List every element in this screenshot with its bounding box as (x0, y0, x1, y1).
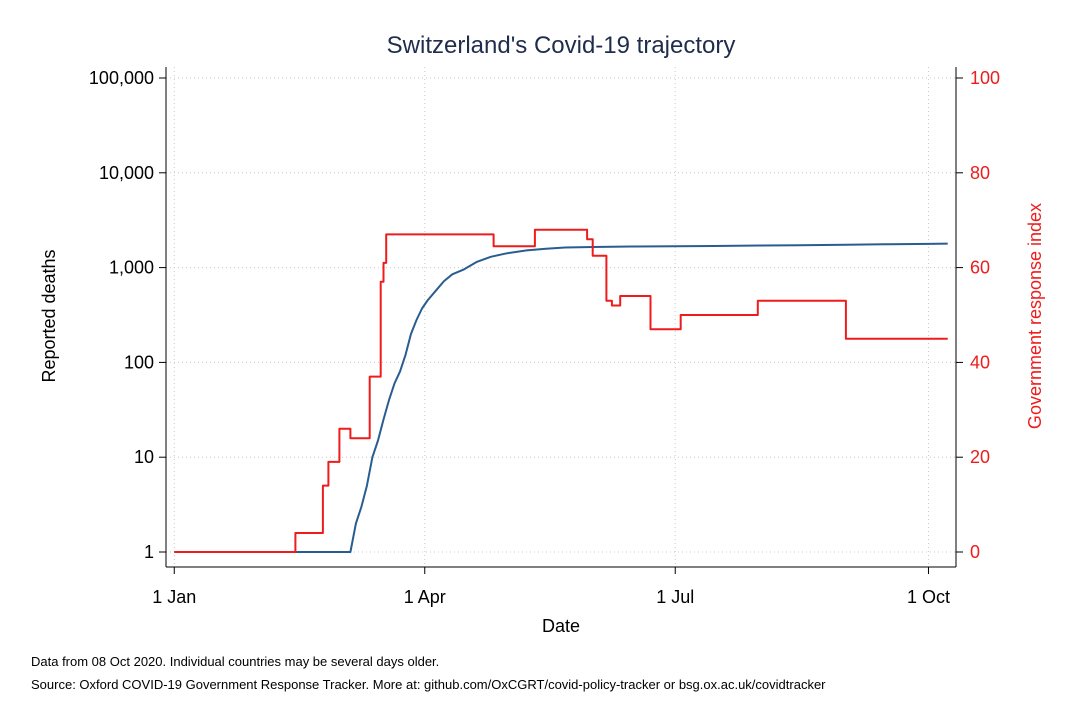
x-tick-label: 1 Jan (152, 587, 196, 607)
right-tick-label: 40 (970, 352, 990, 372)
right-axis-label: Government response index (1025, 203, 1045, 429)
axes (165, 67, 957, 568)
left-tick-label: 1 (144, 542, 154, 562)
x-tick-label: 1 Jul (656, 587, 694, 607)
x-axis-label: Date (542, 616, 580, 636)
left-axis-label: Reported deaths (39, 249, 59, 382)
right-axis-ticks: 0 20 40 60 80 100 (956, 68, 1000, 562)
response-index-line (174, 228, 948, 553)
right-tick-label: 0 (970, 542, 980, 562)
right-tick-label: 20 (970, 447, 990, 467)
covid-trajectory-chart: Switzerland's Covid-19 trajectory 1 10 100… (39, 32, 1045, 636)
chart-title: Switzerland's Covid-19 trajectory (387, 32, 736, 59)
left-tick-label: 100,000 (89, 68, 154, 88)
grid-lines (166, 67, 956, 567)
left-tick-label: 1,000 (109, 258, 154, 278)
x-tick-label: 1 Apr (404, 587, 446, 607)
right-tick-label: 80 (970, 163, 990, 183)
data-date-note: Data from 08 Oct 2020. Individual countr… (31, 654, 440, 669)
left-tick-label: 100 (124, 352, 154, 372)
x-tick-label: 1 Oct (907, 587, 950, 607)
left-tick-label: 10,000 (99, 163, 154, 183)
right-tick-label: 60 (970, 258, 990, 278)
left-axis-ticks: 1 10 100 1,000 10,000 100,000 (89, 68, 166, 562)
series-lines (174, 228, 948, 553)
deaths-line (174, 242, 948, 553)
right-tick-label: 100 (970, 68, 1000, 88)
left-tick-label: 10 (134, 447, 154, 467)
x-axis-ticks: 1 Jan 1 Apr 1 Jul 1 Oct (152, 567, 950, 607)
source-note: Source: Oxford COVID-19 Government Respo… (31, 677, 826, 692)
